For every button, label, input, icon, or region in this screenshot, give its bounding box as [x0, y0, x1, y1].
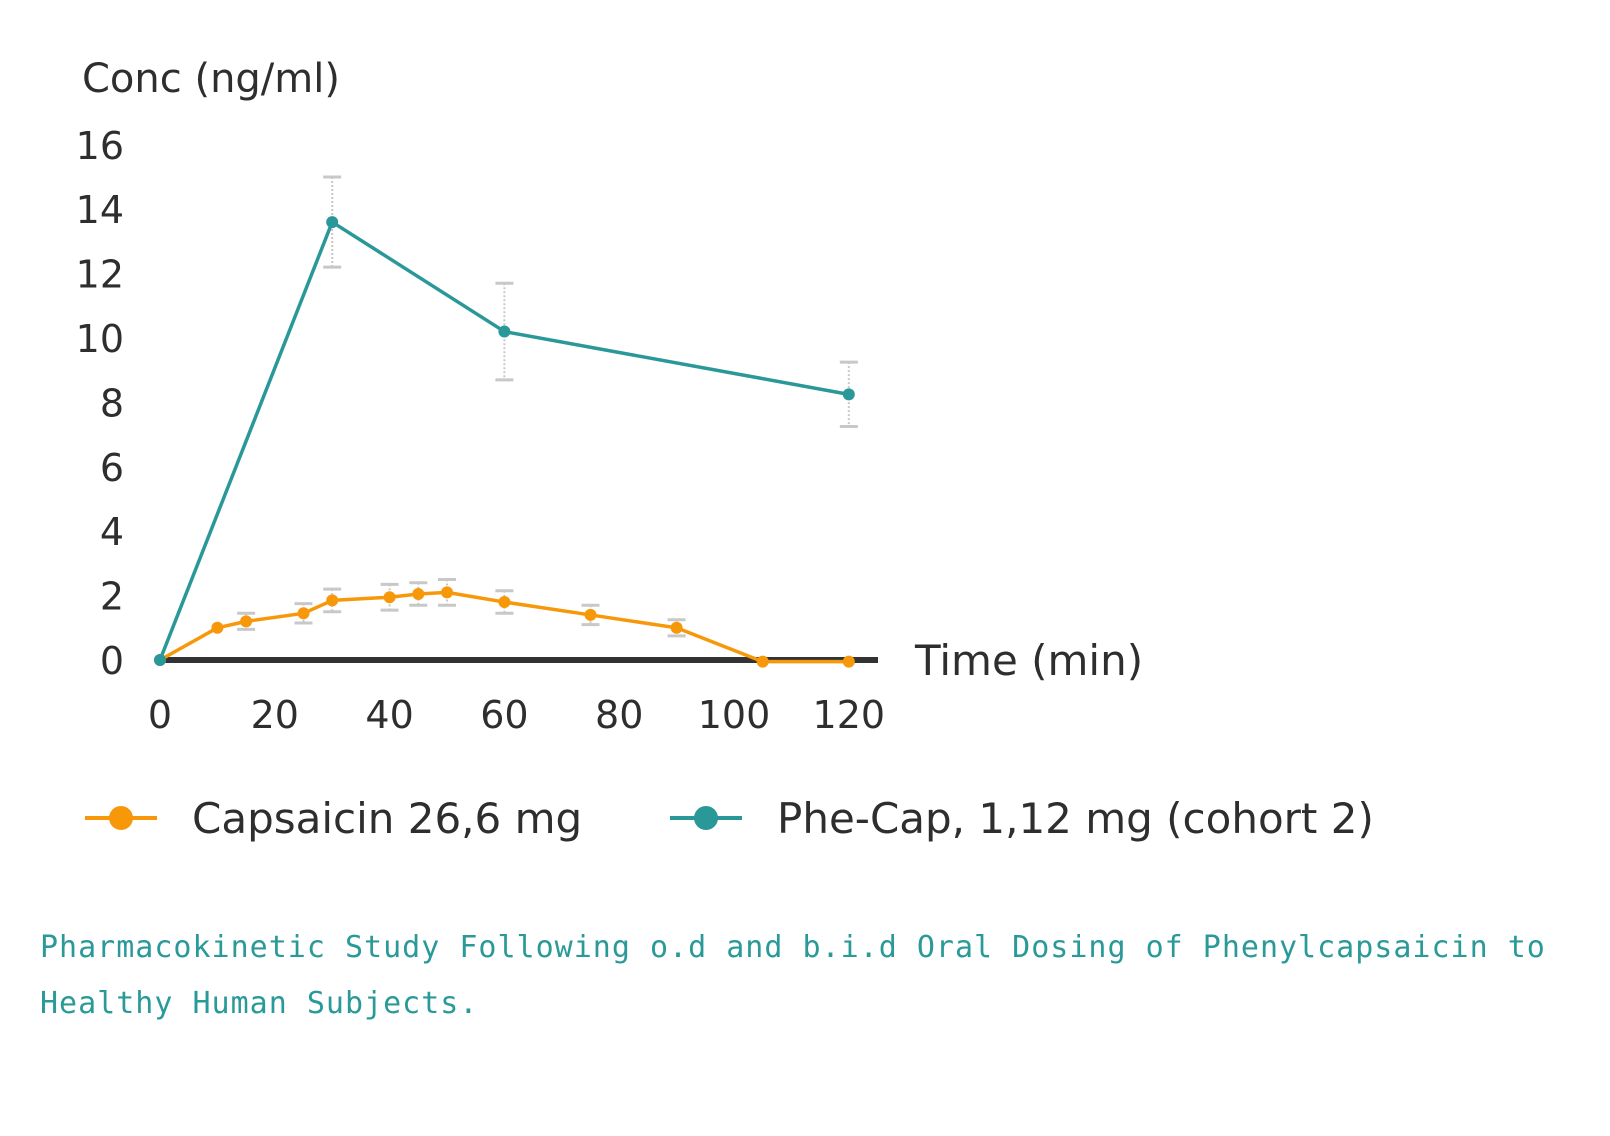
x-tick-label: 40 [365, 693, 413, 737]
data-point-0 [211, 621, 224, 634]
figure-caption: Pharmacokinetic Study Following o.d and … [40, 930, 1546, 1021]
data-point-0 [498, 596, 511, 609]
x-tick-label: 20 [251, 693, 299, 737]
data-point-0 [842, 655, 855, 668]
data-point-0 [383, 591, 396, 604]
data-point-0 [297, 607, 310, 620]
x-tick-label: 100 [698, 693, 771, 737]
y-tick-label: 4 [100, 510, 124, 554]
y-axis-ticks: 0 2 4 6 8 10 12 14 16 [76, 124, 124, 683]
x-axis-ticks: 0 20 40 60 80 100 120 [148, 693, 885, 737]
legend-label: Capsaicin 26,6 mg [192, 794, 582, 843]
y-tick-label: 16 [76, 124, 124, 168]
x-tick-label: 60 [480, 693, 528, 737]
data-point-0 [584, 608, 597, 621]
y-tick-label: 10 [76, 317, 124, 361]
data-point-0 [756, 655, 769, 668]
x-tick-label: 80 [595, 693, 643, 737]
legend-marker [694, 806, 718, 830]
data-point-0 [441, 586, 453, 599]
data-point-0 [412, 587, 425, 600]
legend: Capsaicin 26,6 mg Phe-Cap, 1,12 mg (cohor… [85, 794, 1374, 843]
x-axis-label: Time (min) [914, 636, 1143, 685]
data-point-1 [154, 654, 166, 666]
series-line-1 [158, 220, 850, 661]
x-tick-label: 0 [148, 693, 172, 737]
y-tick-label: 0 [100, 639, 124, 683]
data-point-1 [498, 325, 511, 338]
y-tick-label: 2 [100, 575, 124, 619]
y-tick-label: 6 [100, 446, 124, 490]
data-point-1 [842, 388, 855, 401]
error-bars [237, 175, 858, 638]
y-tick-label: 12 [76, 253, 124, 297]
legend-marker [109, 806, 133, 830]
series-points [154, 216, 855, 668]
x-tick-label: 120 [813, 693, 886, 737]
y-tick-label: 8 [100, 381, 124, 425]
legend-label: Phe-Cap, 1,12 mg (cohort 2) [777, 794, 1374, 843]
y-tick-label: 14 [76, 188, 124, 232]
data-point-1 [326, 216, 339, 229]
y-axis-label: Conc (ng/ml) [82, 56, 340, 102]
data-point-0 [670, 621, 683, 634]
data-point-0 [326, 594, 339, 607]
data-point-0 [240, 615, 253, 628]
